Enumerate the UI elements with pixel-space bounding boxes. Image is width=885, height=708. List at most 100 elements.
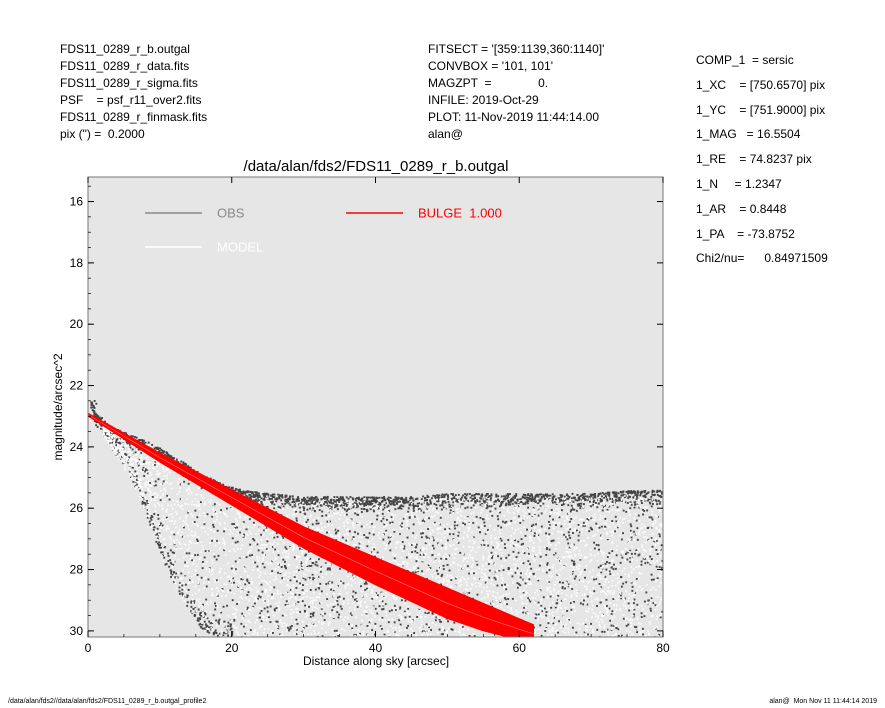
obs-point xyxy=(158,541,161,544)
obs-point xyxy=(306,508,309,511)
model-point xyxy=(534,601,536,604)
model-point xyxy=(643,548,646,551)
obs-point xyxy=(254,561,257,564)
obs-point xyxy=(261,503,264,506)
model-point xyxy=(163,538,166,540)
obs-point xyxy=(333,496,336,498)
model-point xyxy=(493,556,495,558)
obs-point xyxy=(459,499,462,501)
obs-point xyxy=(388,500,391,502)
obs-point xyxy=(625,624,628,627)
model-point xyxy=(284,556,287,558)
obs-point xyxy=(208,620,211,623)
model-point xyxy=(490,579,493,581)
model-point xyxy=(358,505,361,507)
model-point xyxy=(474,582,477,585)
obs-point xyxy=(251,491,254,494)
obs-point xyxy=(326,598,329,600)
model-point xyxy=(582,622,584,625)
obs-point xyxy=(488,505,491,508)
model-point xyxy=(134,474,136,476)
obs-point xyxy=(491,514,494,517)
fit-param-line: 1_PA = -73.8752 xyxy=(696,226,795,241)
model-point xyxy=(537,523,540,525)
obs-point xyxy=(434,521,436,524)
obs-point xyxy=(542,494,545,496)
model-point xyxy=(555,558,558,561)
model-point xyxy=(564,627,567,629)
obs-point xyxy=(629,549,632,552)
obs-point xyxy=(521,496,524,499)
model-point xyxy=(517,573,520,575)
model-point xyxy=(580,554,583,556)
obs-point xyxy=(131,466,134,469)
obs-point xyxy=(464,507,467,510)
model-point xyxy=(487,518,489,520)
model-point xyxy=(117,440,120,442)
model-point xyxy=(178,478,180,480)
model-point xyxy=(305,616,307,618)
obs-point xyxy=(515,502,518,505)
obs-point xyxy=(403,610,406,613)
obs-point xyxy=(252,605,255,608)
obs-point xyxy=(520,538,523,541)
model-point xyxy=(475,559,478,561)
obs-point xyxy=(153,526,156,529)
obs-point xyxy=(339,567,341,570)
obs-point xyxy=(377,594,379,597)
obs-point xyxy=(214,605,217,607)
obs-point xyxy=(608,570,611,573)
obs-point xyxy=(357,546,360,549)
obs-point xyxy=(246,606,249,609)
obs-point xyxy=(246,607,248,610)
obs-point xyxy=(620,497,623,500)
obs-point xyxy=(570,608,573,611)
obs-point xyxy=(187,482,190,485)
obs-point xyxy=(506,603,508,606)
obs-point xyxy=(199,618,202,620)
model-point xyxy=(627,542,630,544)
model-point xyxy=(271,535,274,538)
obs-point xyxy=(392,498,395,501)
obs-point xyxy=(611,498,614,500)
obs-point xyxy=(578,496,581,498)
model-point xyxy=(309,563,312,566)
obs-point xyxy=(556,602,559,605)
obs-point xyxy=(422,553,425,556)
model-point xyxy=(599,611,601,614)
model-point xyxy=(603,625,606,627)
obs-point xyxy=(463,499,466,502)
model-point xyxy=(642,629,645,632)
model-point xyxy=(658,604,660,607)
model-point xyxy=(411,554,413,556)
model-point xyxy=(173,573,176,576)
obs-point xyxy=(625,581,628,584)
obs-point xyxy=(405,498,408,501)
obs-point xyxy=(430,502,432,505)
obs-point xyxy=(555,524,557,526)
obs-point xyxy=(537,613,540,616)
obs-point xyxy=(656,553,659,555)
model-point xyxy=(244,620,246,622)
model-point xyxy=(576,568,579,571)
obs-point xyxy=(514,501,517,504)
obs-point xyxy=(504,598,507,601)
obs-point xyxy=(148,520,151,523)
model-point xyxy=(256,632,259,634)
obs-point xyxy=(637,554,640,557)
model-point xyxy=(201,613,203,616)
model-point xyxy=(503,523,506,526)
obs-point xyxy=(317,498,319,501)
model-point xyxy=(251,526,254,529)
model-point xyxy=(508,556,511,559)
model-point xyxy=(137,451,140,454)
obs-point xyxy=(309,589,312,591)
obs-point xyxy=(188,552,191,555)
obs-point xyxy=(204,612,206,614)
obs-point xyxy=(270,494,272,497)
model-point xyxy=(522,550,524,552)
model-point xyxy=(546,535,549,537)
obs-point xyxy=(165,516,168,519)
obs-point xyxy=(493,503,496,506)
obs-point xyxy=(334,528,337,531)
